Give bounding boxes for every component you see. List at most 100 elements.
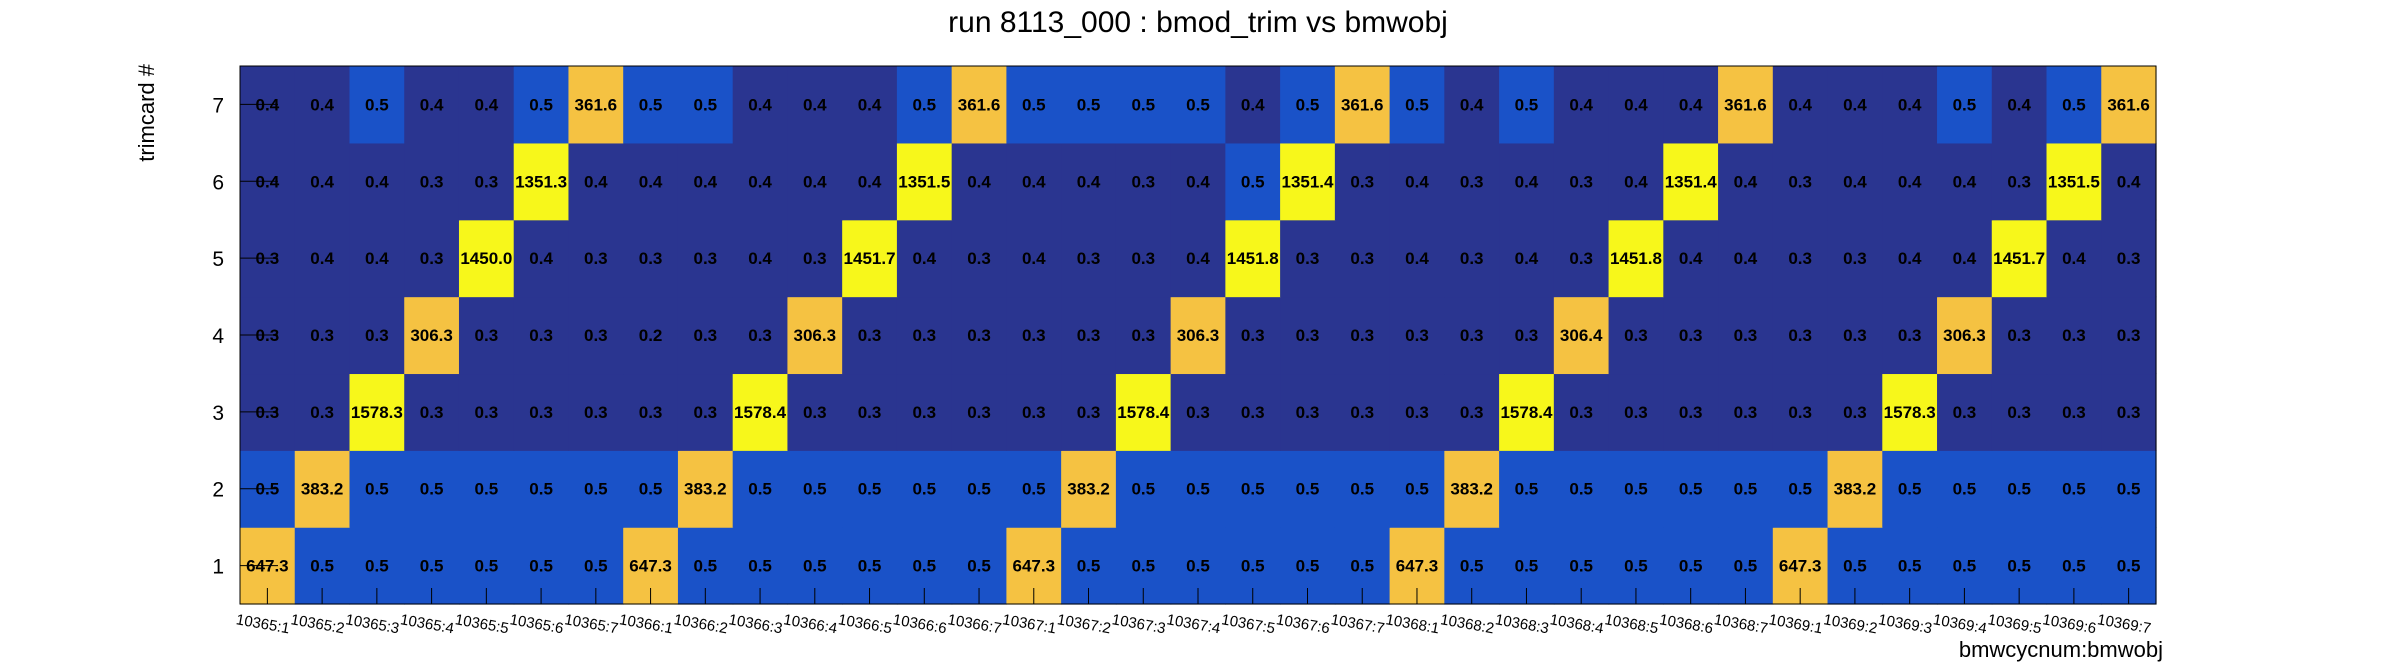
heatmap-cell [513,66,570,144]
cell-value-label: 361.6 [2107,95,2150,114]
cell-value-label: 0.3 [1788,326,1812,345]
heatmap-cell [1444,296,1500,375]
heatmap-cell [1882,296,1938,375]
heatmap-cell [1334,219,1391,298]
heatmap-cell [1006,450,1062,528]
heatmap-cell [1389,219,1445,298]
cell-value-label: 0.4 [1460,95,1484,114]
cell-value-label: 0.3 [529,326,553,345]
cell-value-label: 0.5 [1296,480,1320,499]
cell-value-label: 647.3 [1396,557,1439,576]
heatmap-cell [732,450,789,528]
heatmap-cell [2046,66,2102,144]
cell-value-label: 0.3 [256,403,280,422]
heatmap-cell [2101,450,2157,528]
x-tick-label: 10365:1 [235,611,291,637]
cell-value-label: 0.5 [1131,95,1155,114]
cell-value-label: 0.5 [1515,557,1539,576]
heatmap-cell [623,66,679,144]
heatmap-cell [2046,142,2102,221]
heatmap-cell [1280,142,1336,221]
heatmap-cell [1225,66,1281,144]
heatmap-cell [677,66,734,144]
cell-value-label: 0.3 [1898,326,1922,345]
heatmap-cell [1334,450,1391,528]
x-tick-label: 10366:1 [618,611,674,637]
cell-value-label: 306.3 [794,326,837,345]
cell-value-label: 0.4 [475,95,499,114]
heatmap-cell [1061,142,1117,221]
cell-value-label: 0.5 [1186,95,1210,114]
heatmap-cell [1663,450,1719,528]
heatmap-cell [1225,219,1281,298]
heatmap-cell [2046,450,2102,528]
cell-value-label: 0.3 [2117,326,2141,345]
x-tick-label: 10367:6 [1275,611,1331,637]
heatmap-cell [1006,296,1062,375]
cell-value-label: 0.5 [803,557,827,576]
heatmap-cell [677,219,734,298]
cell-value-label: 0.4 [256,95,280,114]
heatmap-cell [732,142,789,221]
cell-value-label: 0.5 [1515,95,1539,114]
cell-value-label: 0.4 [1843,172,1867,191]
cell-value-label: 0.3 [1131,249,1155,268]
cell-value-label: 0.5 [584,557,608,576]
heatmap-cell [2101,296,2157,375]
heatmap-cell [1608,219,1664,298]
heatmap-cell [1772,450,1829,528]
cell-value-label: 0.3 [1241,403,1265,422]
cell-value-label: 0.4 [1679,95,1703,114]
heatmap-cell [294,66,351,144]
heatmap-cell [842,450,898,528]
cell-value-label: 0.5 [2007,557,2031,576]
heatmap-cell [1827,219,1883,298]
cell-value-label: 0.4 [967,172,991,191]
cell-value-label: 0.3 [858,326,882,345]
cell-value-label: 0.5 [2007,480,2031,499]
heatmap-cell [1663,219,1719,298]
cell-value-label: 0.3 [967,403,991,422]
x-tick-label: 10367:5 [1220,611,1276,637]
cell-value-label: 0.3 [420,403,444,422]
heatmap-cell [1718,450,1774,528]
cell-value-label: 0.3 [1460,326,1484,345]
heatmap-cell [1882,66,1938,144]
cell-value-label: 0.5 [1241,480,1265,499]
cell-value-label: 0.5 [584,480,608,499]
x-tick-label: 10368:6 [1658,611,1714,637]
cell-value-label: 0.4 [858,172,882,191]
heatmap-cell [458,373,515,451]
cell-value-label: 0.5 [2062,480,2086,499]
heatmap-cell [732,296,789,375]
cell-value-label: 0.3 [1131,326,1155,345]
cell-value-label: 0.4 [420,95,444,114]
cell-value-label: 0.5 [1241,172,1265,191]
cell-value-label: 1351.4 [1665,172,1718,191]
heatmap-cell [1827,142,1883,221]
heatmap-cell [787,373,843,451]
cell-value-label: 361.6 [1724,95,1767,114]
heatmap-cell [1170,219,1226,298]
cell-value-label: 0.5 [1624,557,1648,576]
heatmap-cell [1280,219,1336,298]
cell-value-label: 1578.3 [351,403,403,422]
heatmap-cell [1170,450,1226,528]
heatmap-cell [1937,450,1993,528]
heatmap-cell [896,373,953,451]
x-tick-label: 10366:3 [727,611,783,637]
cell-value-label: 1451.7 [1993,249,2045,268]
heatmap-cell [294,219,351,298]
cell-value-label: 0.5 [1953,557,1977,576]
cell-value-label: 0.3 [1077,326,1101,345]
heatmap-cell [1444,66,1500,144]
cell-value-label: 0.4 [748,249,772,268]
heatmap-cell [1553,66,1610,144]
cell-value-label: 1578.4 [734,403,787,422]
cell-value-label: 1578.4 [1117,403,1170,422]
cell-value-label: 0.3 [693,326,717,345]
cell-value-label: 0.4 [256,172,280,191]
x-tick-label: 10369:7 [2096,611,2152,637]
x-tick-label: 10368:3 [1494,611,1550,637]
heatmap-cell [568,450,624,528]
